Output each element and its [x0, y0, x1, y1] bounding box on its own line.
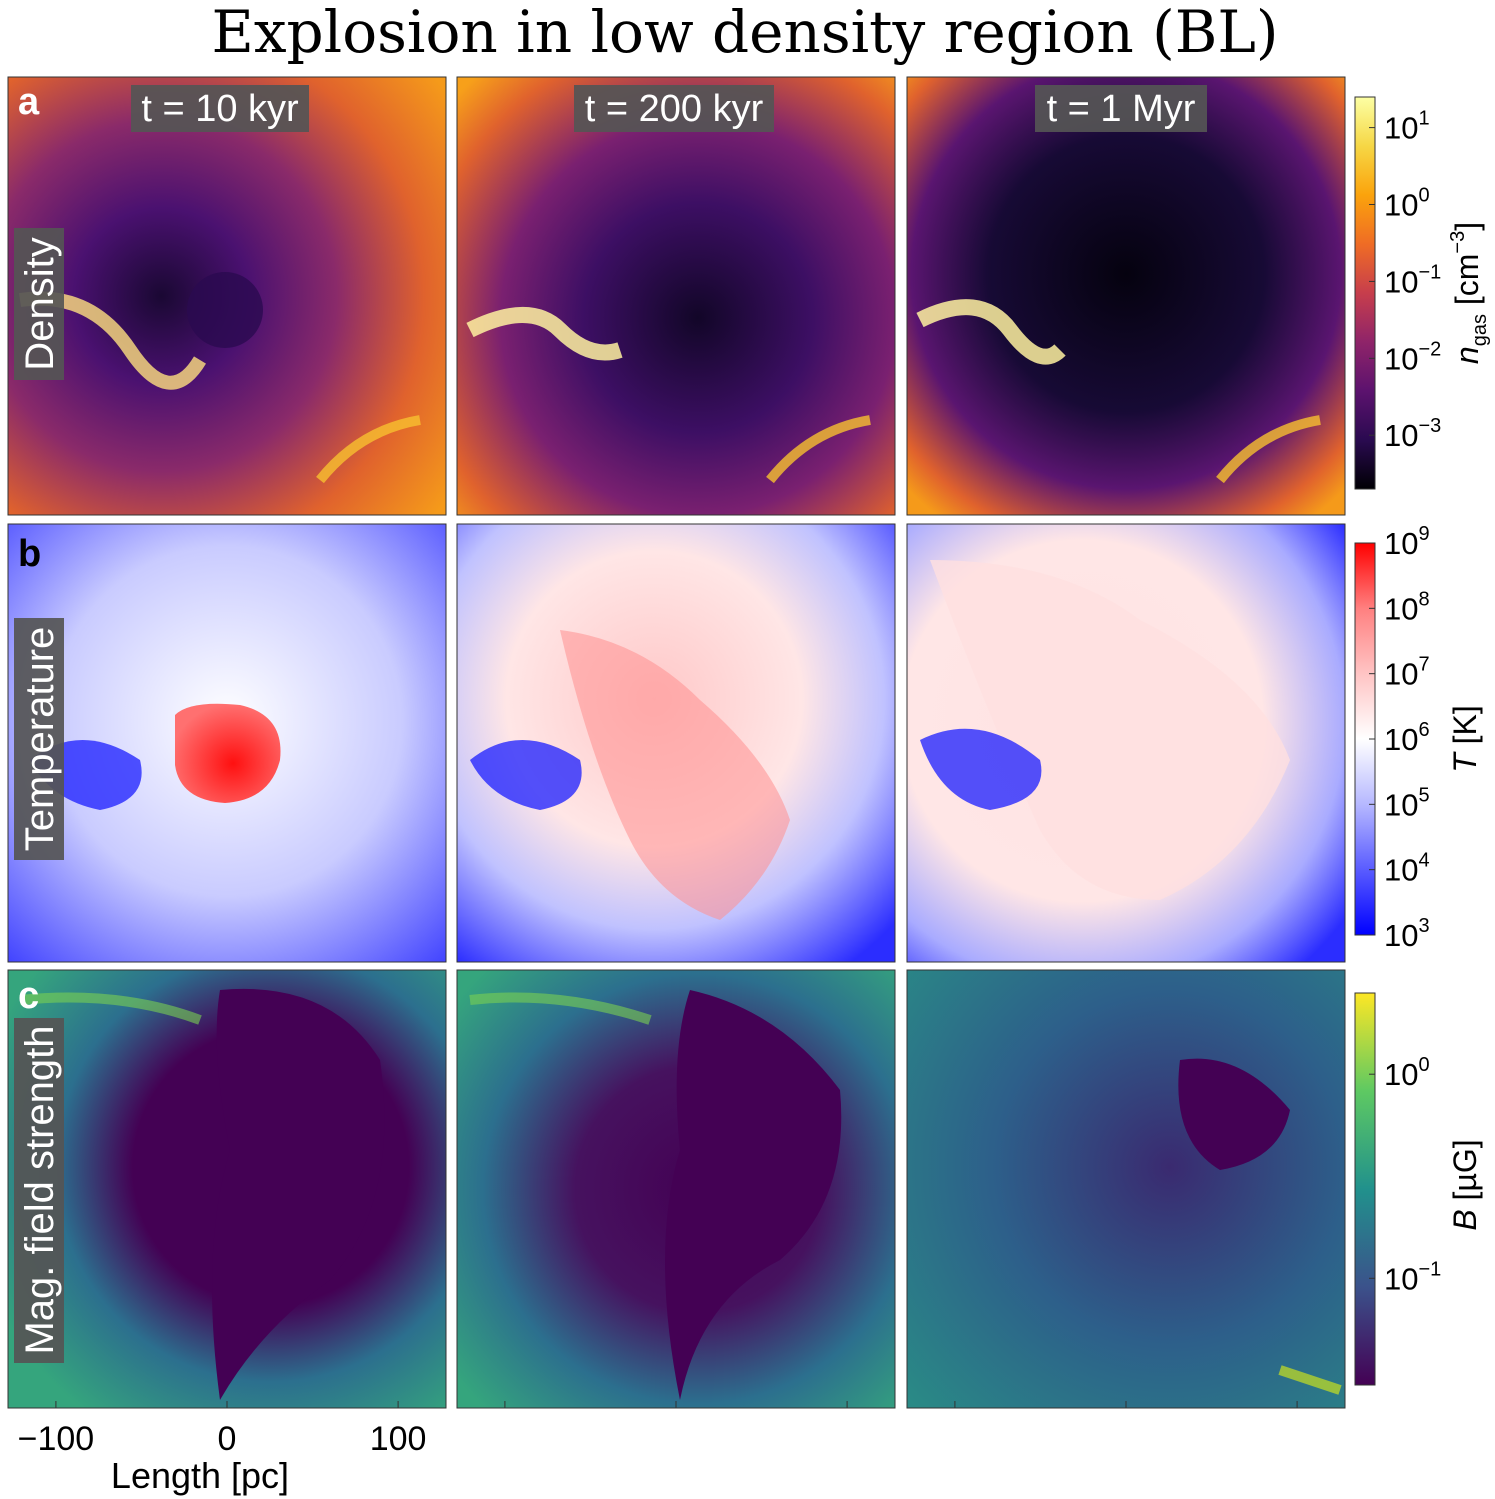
magfield-panel-t3	[906, 969, 1346, 1409]
colorbar-tick-label: 107	[1384, 654, 1430, 692]
density-panel-t3	[906, 76, 1346, 516]
colorbar-tick-label: 108	[1384, 588, 1430, 626]
row-label-temperature: Temperature	[18, 627, 62, 852]
magfield-void	[212, 988, 385, 1400]
magfield-void	[1178, 1058, 1290, 1170]
magfield-bright	[19, 992, 202, 1025]
panel-letter-b: b	[18, 533, 41, 575]
temperature-row	[7, 523, 1346, 963]
colorbar-magfield: 100 10−1 B [µG]	[1354, 992, 1483, 1386]
colorbar-temperature-label: T [K]	[1447, 705, 1483, 773]
colorbar-density-bar	[1354, 96, 1376, 490]
row-label-box	[14, 228, 64, 380]
x-tick-label: −100	[18, 1420, 95, 1458]
row-label-temperature-group: Temperature	[14, 618, 64, 860]
row-label-density: Density	[18, 237, 62, 370]
time-label-box	[1035, 85, 1207, 132]
colorbar-tick-label: 106	[1384, 719, 1430, 757]
colorbar-tick-label: 10−2	[1384, 338, 1441, 376]
density-row	[7, 76, 1346, 516]
magfield-bright	[469, 992, 652, 1025]
colorbar-magfield-label: B [µG]	[1447, 1139, 1483, 1230]
row-label-magfield-group: Mag. field strength	[14, 1018, 64, 1363]
x-axis-label: Length [pc]	[111, 1455, 289, 1496]
time-label-box	[574, 85, 774, 132]
colorbar-tick-label: 10−3	[1384, 415, 1441, 453]
time-label-2: t = 200 kyr	[585, 88, 764, 130]
colorbar-density-label: ngas [cm−3]	[1447, 222, 1491, 364]
density-panel-t2	[456, 76, 896, 516]
colorbar-density: 101 100 10−1 10−2 10−3 ngas [cm−3]	[1354, 96, 1491, 490]
figure-title: Explosion in low density region (BL)	[211, 0, 1278, 66]
cold-region	[920, 728, 1042, 810]
magfield-void	[665, 990, 842, 1400]
colorbar-magfield-bar	[1354, 992, 1376, 1386]
time-labels: t = 10 kyr t = 200 kyr t = 1 Myr	[131, 85, 1207, 132]
density-filament	[316, 415, 421, 484]
time-label-box	[131, 85, 309, 132]
colorbar-tick-label: 10−1	[1384, 1258, 1441, 1296]
colorbar-tick-label: 104	[1384, 850, 1430, 888]
cold-region	[470, 740, 582, 810]
hot-region	[560, 630, 790, 920]
hot-bubble	[175, 703, 281, 803]
x-tick-label: 0	[218, 1420, 237, 1458]
x-tick-label: 100	[370, 1420, 427, 1458]
panel-letter-c: c	[18, 975, 39, 1017]
hot-region	[930, 560, 1290, 900]
colorbar-tick-label: 100	[1384, 185, 1430, 223]
colorbar-tick-label: 100	[1384, 1054, 1430, 1092]
colorbar-tick-label: 109	[1384, 523, 1430, 561]
colorbar-tick-label: 105	[1384, 784, 1430, 822]
row-label-density-group: Density	[14, 228, 64, 380]
density-cavity	[187, 272, 263, 348]
panel-letter-a: a	[18, 81, 40, 123]
time-label-1: t = 10 kyr	[141, 88, 299, 130]
colorbar-tick-label: 10−1	[1384, 261, 1441, 299]
density-filament	[1216, 415, 1321, 484]
colorbar-tick-label: 103	[1384, 915, 1430, 953]
density-filament	[766, 415, 871, 484]
row-label-box	[14, 618, 64, 860]
row-label-magfield: Mag. field strength	[18, 1025, 62, 1354]
magfield-row	[7, 969, 1346, 1409]
x-axis: −100 0 100	[18, 1401, 1298, 1458]
density-filament	[466, 307, 623, 361]
magfield-bright	[1278, 1365, 1342, 1395]
time-label-3: t = 1 Myr	[1047, 88, 1196, 130]
density-filament	[916, 299, 1066, 365]
row-label-box	[14, 1018, 64, 1363]
colorbar-tick-label: 101	[1384, 108, 1430, 146]
colorbar-temperature: 109 108 107 106 105 104 103 T [K]	[1354, 523, 1483, 953]
